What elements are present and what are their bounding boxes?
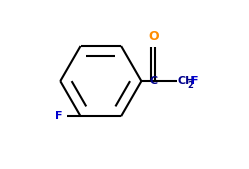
Text: CH: CH (178, 76, 195, 86)
Text: O: O (148, 30, 159, 43)
Text: F: F (55, 111, 63, 121)
Text: F: F (191, 76, 198, 86)
Text: C: C (149, 76, 157, 86)
Text: 2: 2 (187, 81, 193, 90)
